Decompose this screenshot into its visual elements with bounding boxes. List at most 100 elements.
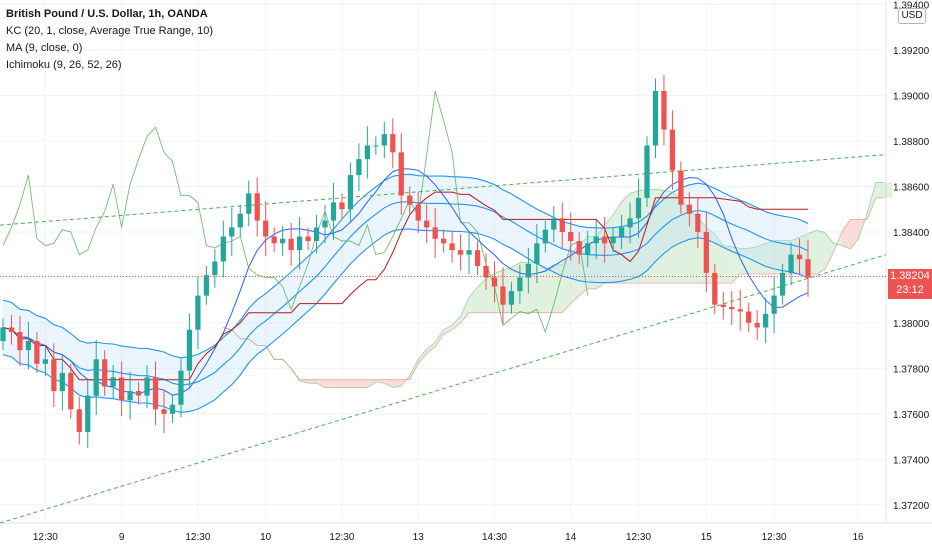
ichimoku-cloud-segment [875, 182, 885, 198]
x-tick-label: 16 [852, 532, 864, 543]
candle-body [229, 227, 235, 237]
candle-body [25, 341, 32, 351]
x-tick-label: 12:30 [626, 532, 651, 543]
ichimoku-cloud-segment [426, 342, 436, 354]
candle-body [788, 254, 794, 273]
candle-body [491, 277, 498, 287]
currency-badge[interactable]: USD [898, 8, 926, 24]
candle-body [500, 286, 506, 305]
y-tick-label: 1.39400 [893, 1, 930, 12]
ichimoku-cloud-segment [409, 359, 419, 380]
x-tick-label: 14 [565, 532, 577, 543]
candle-body [237, 213, 243, 228]
x-tick-label: 14:30 [482, 532, 507, 543]
candle-body [729, 306, 735, 310]
candle-body [686, 204, 692, 214]
candle-body [0, 327, 6, 342]
candle-body [161, 409, 167, 414]
legend-ichimoku[interactable]: Ichimoku (9, 26, 52, 26) [6, 59, 122, 71]
candle-body [678, 170, 684, 205]
ichimoku-cloud-segment [774, 240, 783, 274]
ichimoku-cloud-segment [545, 264, 554, 313]
ichimoku-cloud-segment [435, 329, 444, 347]
candle-body [212, 261, 218, 276]
candle-body [373, 145, 379, 147]
y-tick-label: 1.38400 [893, 228, 930, 239]
candle-body [593, 236, 599, 244]
ichimoku-cloud-segment [333, 379, 342, 388]
candle-body [517, 277, 523, 292]
candle-body [610, 236, 616, 244]
candle-body [68, 372, 74, 410]
candle-body [93, 359, 99, 396]
legend-kc[interactable]: KC (20, 1, close, Average True Range, 10… [6, 25, 214, 37]
candle-body [424, 220, 430, 228]
candle-body [186, 329, 193, 371]
candle-body [102, 359, 108, 387]
candle-body [356, 159, 362, 176]
candle-body [576, 241, 582, 255]
ichimoku-cloud-segment [570, 245, 580, 304]
bar-countdown: 23:12 [896, 283, 924, 296]
candle-body [754, 322, 760, 328]
ichimoku-cloud-segment [621, 193, 631, 284]
candle-body [42, 359, 48, 364]
candle-body [322, 220, 328, 228]
candle-body [347, 175, 354, 210]
keltner-middle [2, 201, 809, 386]
candle-body [288, 238, 294, 251]
y-tick-label: 1.37600 [893, 410, 930, 421]
y-tick-label: 1.37400 [893, 455, 930, 466]
candle-body [51, 359, 57, 392]
candle-body [390, 134, 396, 153]
candle-body [661, 90, 667, 130]
candle-body [796, 254, 803, 260]
candle-body [8, 327, 15, 332]
ichimoku-cloud-segment [367, 379, 376, 388]
ichimoku-cloud-segment [723, 245, 732, 284]
ichimoku-cloud-segment [850, 219, 859, 249]
x-tick-label: 13 [413, 532, 425, 543]
candle-body [203, 275, 209, 296]
ichimoku-cloud-segment [613, 201, 622, 284]
candle-body [542, 229, 548, 244]
candle-body [296, 236, 303, 251]
y-tick-label: 1.37800 [893, 364, 930, 375]
candle-body [119, 377, 125, 401]
ichimoku-cloud-segment [375, 379, 385, 384]
candle-body [669, 129, 676, 171]
ichimoku-cloud-segment [824, 232, 834, 270]
ichimoku-cloud-segment [350, 379, 359, 388]
candle-body [381, 134, 387, 146]
candle-body [152, 377, 159, 410]
ichimoku-cloud-segment [325, 379, 334, 388]
ichimoku-cloud-segment [740, 248, 749, 274]
candle-body [457, 250, 464, 255]
candle-body [220, 236, 226, 262]
ichimoku-cloud-segment [316, 379, 325, 388]
ichimoku-cloud-segment [536, 262, 546, 313]
ichimoku-cloud-segment [731, 246, 741, 284]
candle-body [110, 377, 116, 387]
chikou-span [2, 90, 589, 334]
candle-body [17, 331, 23, 351]
candle-body [441, 238, 447, 244]
candle-body [466, 250, 472, 255]
y-tick-label: 1.39200 [893, 46, 930, 57]
candle-body [313, 227, 320, 242]
candle-body [246, 193, 252, 214]
candle-body [602, 236, 608, 244]
ichimoku-cloud-segment [469, 287, 478, 313]
ichimoku-cloud-segment [358, 379, 368, 388]
ichimoku-cloud-segment [884, 182, 893, 198]
legend-ma[interactable]: MA (9, close, 0) [6, 42, 83, 54]
ichimoku-cloud-segment [308, 379, 317, 384]
ichimoku-cloud-segment [672, 192, 681, 284]
last-price: 1.38204 [890, 269, 930, 282]
candle-body [703, 231, 709, 273]
ichimoku-cloud-segment [765, 240, 775, 274]
candle-body [407, 195, 413, 205]
candle-body [474, 250, 481, 267]
